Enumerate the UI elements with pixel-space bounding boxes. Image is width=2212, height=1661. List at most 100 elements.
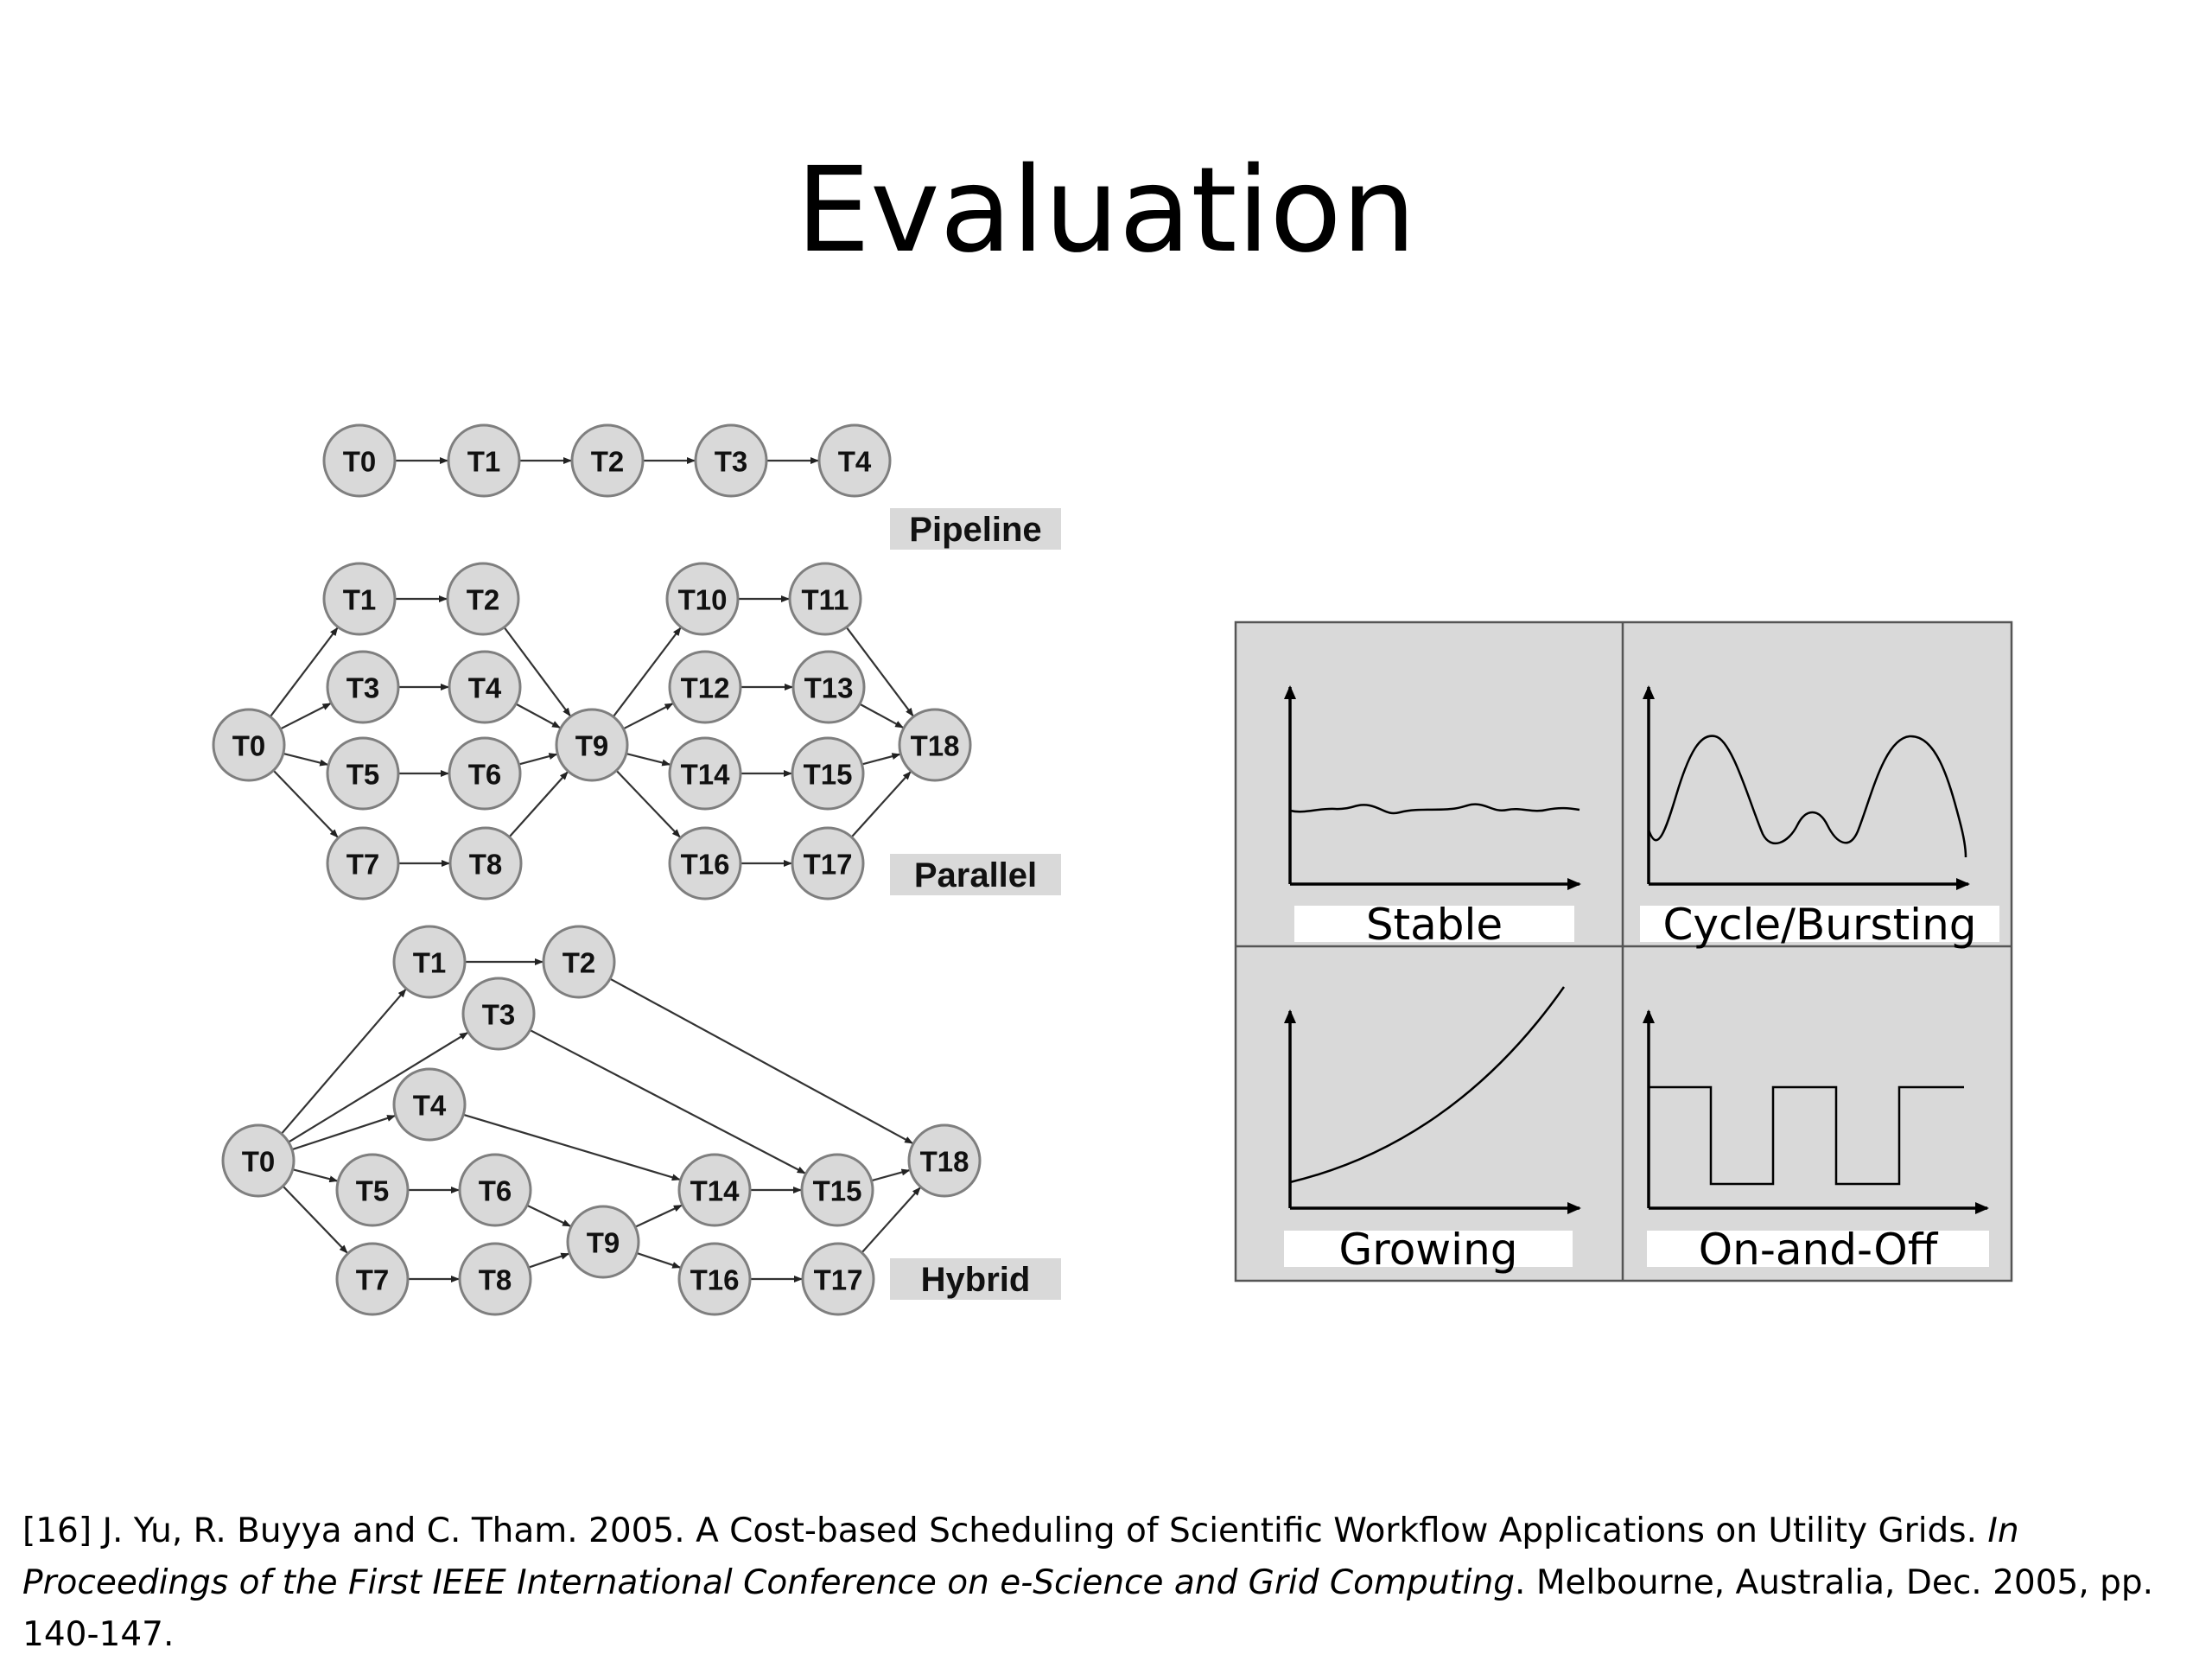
svg-text:T10: T10 bbox=[678, 584, 728, 616]
hybrid-edge-t15-t18 bbox=[871, 1168, 911, 1182]
svg-text:T5: T5 bbox=[346, 759, 380, 791]
svg-text:T16: T16 bbox=[690, 1264, 740, 1296]
parallel-edge-t0-t7 bbox=[272, 769, 339, 838]
svg-text:T18: T18 bbox=[911, 730, 960, 762]
svg-text:T14: T14 bbox=[690, 1175, 741, 1207]
hybrid-node-t15: T15 bbox=[800, 1153, 874, 1227]
hybrid-node-t8: T8 bbox=[458, 1242, 532, 1316]
parallel-node-t16: T16 bbox=[668, 826, 742, 901]
svg-text:T0: T0 bbox=[242, 1146, 276, 1178]
svg-text:T1: T1 bbox=[413, 947, 447, 979]
hybrid-edge-t0-t5 bbox=[292, 1168, 339, 1183]
hybrid-edge-t17-t18 bbox=[861, 1187, 921, 1254]
parallel-node-t7: T7 bbox=[326, 826, 400, 901]
pipeline-node-t0: T0 bbox=[322, 423, 397, 498]
hybrid-node-t3: T3 bbox=[461, 977, 536, 1051]
cycle-bursting-label: Cycle/Bursting bbox=[1640, 900, 1999, 950]
hybrid-edge-t9-t16 bbox=[636, 1251, 682, 1269]
hybrid-edge-t2-t18 bbox=[609, 977, 913, 1144]
parallel-label: Parallel bbox=[890, 854, 1061, 895]
parallel-node-t8: T8 bbox=[448, 826, 523, 901]
svg-text:T0: T0 bbox=[232, 730, 266, 762]
svg-text:T5: T5 bbox=[356, 1175, 390, 1207]
svg-text:T7: T7 bbox=[356, 1264, 390, 1296]
citation-italic: In Proceedings of the First IEEE Interna… bbox=[22, 1511, 2019, 1602]
svg-text:T8: T8 bbox=[479, 1264, 512, 1296]
citation: [16] J. Yu, R. Buyya and C. Tham. 2005. … bbox=[22, 1505, 2183, 1661]
panel-cycle-bursting: Cycle/Bursting bbox=[1640, 685, 1999, 950]
parallel-node-t17: T17 bbox=[791, 826, 865, 901]
hybrid-node-t14: T14 bbox=[677, 1153, 752, 1227]
parallel-edge-t9-t10 bbox=[612, 627, 682, 717]
svg-text:Pipeline: Pipeline bbox=[909, 511, 1041, 549]
svg-text:T17: T17 bbox=[814, 1264, 863, 1296]
pipeline-label: Pipeline bbox=[890, 508, 1061, 550]
svg-text:Cycle/Bursting: Cycle/Bursting bbox=[1662, 900, 1976, 950]
hybrid-workflow-diagram: T0 T1 T2 T3 T4 T5 T6 T7 T8 T9 T14 T15 T16 T17 T18 bbox=[221, 925, 982, 1316]
hybrid-node-t4: T4 bbox=[392, 1067, 467, 1142]
svg-text:T1: T1 bbox=[343, 584, 377, 616]
parallel-node-t3: T3 bbox=[326, 650, 400, 724]
citation-text-1: [16] J. Yu, R. Buyya and C. Tham. 2005. … bbox=[22, 1511, 1988, 1550]
parallel-edge-t13-t18 bbox=[859, 703, 904, 729]
svg-text:T15: T15 bbox=[804, 759, 853, 791]
parallel-edge-t17-t18 bbox=[850, 771, 912, 838]
parallel-node-t11: T11 bbox=[788, 562, 862, 636]
svg-text:Parallel: Parallel bbox=[914, 856, 1037, 894]
parallel-node-t2: T2 bbox=[446, 562, 520, 636]
parallel-edge-t11-t18 bbox=[845, 627, 914, 717]
svg-text:T12: T12 bbox=[681, 672, 730, 704]
hybrid-node-t0: T0 bbox=[221, 1123, 296, 1198]
parallel-workflow-diagram: T0 T1 T2 T3 T4 T5 T6 T7 T8 T9 T10 T11 T12 T13 T14 T15 T1… bbox=[212, 562, 972, 901]
svg-text:T13: T13 bbox=[804, 672, 854, 704]
hybrid-edge-t8-t9 bbox=[528, 1252, 570, 1269]
svg-text:On-and-Off: On-and-Off bbox=[1699, 1225, 1939, 1275]
svg-text:T0: T0 bbox=[343, 446, 377, 478]
parallel-edge-t0-t1 bbox=[269, 627, 339, 717]
parallel-node-t6: T6 bbox=[448, 736, 522, 811]
hybrid-edge-t4-t14 bbox=[462, 1113, 681, 1181]
parallel-node-t10: T10 bbox=[665, 562, 740, 636]
svg-text:T2: T2 bbox=[467, 584, 500, 616]
pipeline-node-t4: T4 bbox=[817, 423, 892, 498]
hybrid-node-t5: T5 bbox=[335, 1153, 410, 1227]
hybrid-edge-t3-t15 bbox=[529, 1028, 806, 1174]
parallel-edge-t9-t12 bbox=[623, 703, 674, 730]
hybrid-node-t1: T1 bbox=[392, 925, 467, 999]
svg-text:T11: T11 bbox=[801, 584, 849, 616]
cycle-curve bbox=[1647, 735, 1967, 858]
svg-text:Hybrid: Hybrid bbox=[921, 1261, 1031, 1299]
pipeline-node-t3: T3 bbox=[694, 423, 768, 498]
svg-text:T18: T18 bbox=[920, 1146, 969, 1178]
hybrid-edge-t0-t1 bbox=[280, 989, 407, 1135]
parallel-node-t5: T5 bbox=[326, 736, 400, 811]
svg-text:T4: T4 bbox=[838, 446, 872, 478]
citation-text-2: . Melbourne, Australia, Dec. 2005, pp. 1… bbox=[22, 1563, 2154, 1654]
svg-text:T3: T3 bbox=[482, 999, 516, 1031]
svg-text:T1: T1 bbox=[467, 446, 501, 478]
parallel-node-t12: T12 bbox=[668, 650, 742, 724]
parallel-node-t13: T13 bbox=[791, 650, 866, 724]
onoff-curve bbox=[1649, 1085, 1964, 1186]
hybrid-node-t18: T18 bbox=[907, 1123, 982, 1198]
parallel-node-t1: T1 bbox=[322, 562, 397, 636]
svg-text:T6: T6 bbox=[479, 1175, 512, 1207]
hybrid-node-t17: T17 bbox=[801, 1242, 875, 1316]
svg-text:T6: T6 bbox=[468, 759, 502, 791]
panel-stable: Stable bbox=[1284, 685, 1581, 950]
svg-text:T2: T2 bbox=[563, 947, 596, 979]
parallel-node-t9: T9 bbox=[555, 708, 629, 782]
hybrid-edge-t0-t4 bbox=[291, 1115, 397, 1151]
hybrid-node-t9: T9 bbox=[566, 1205, 640, 1279]
svg-text:T2: T2 bbox=[591, 446, 625, 478]
slide-title: Evaluation bbox=[796, 143, 1416, 279]
svg-text:T17: T17 bbox=[804, 849, 853, 881]
svg-text:T3: T3 bbox=[346, 672, 380, 704]
pipeline-workflow-diagram: T0 T1 T2 T3 T4 bbox=[322, 423, 892, 498]
parallel-node-t14: T14 bbox=[668, 736, 742, 811]
hybrid-edge-t9-t14 bbox=[634, 1204, 683, 1228]
svg-text:T3: T3 bbox=[715, 446, 748, 478]
parallel-node-t18: T18 bbox=[898, 708, 972, 782]
parallel-edge-t8-t9 bbox=[508, 771, 569, 838]
pipeline-node-t1: T1 bbox=[447, 423, 521, 498]
